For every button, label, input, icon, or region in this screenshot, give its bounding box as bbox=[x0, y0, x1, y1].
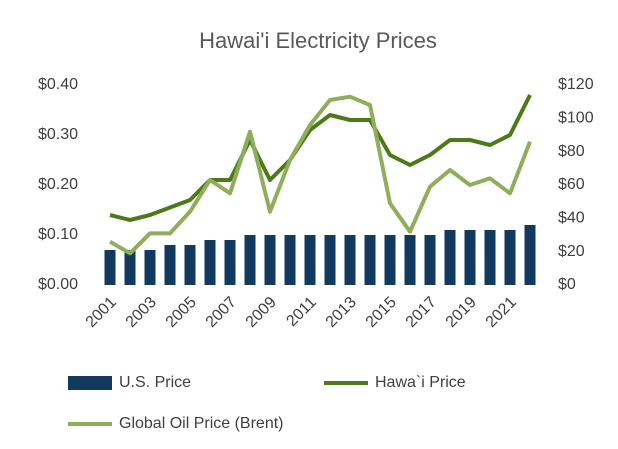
y2-tick-label: $100 bbox=[558, 110, 594, 127]
bar bbox=[344, 235, 356, 285]
legend-label: U.S. Price bbox=[119, 374, 191, 391]
bar bbox=[164, 245, 176, 285]
line bbox=[108, 94, 532, 256]
y-tick-label: $0.00 bbox=[38, 276, 78, 293]
line bbox=[109, 94, 532, 222]
y-tick-label: $0.40 bbox=[38, 76, 78, 93]
bar bbox=[124, 250, 136, 285]
y2-tick-label: $80 bbox=[558, 143, 585, 160]
bar bbox=[244, 235, 256, 285]
bar bbox=[444, 230, 456, 285]
bar bbox=[264, 235, 276, 285]
y-tick-label: $0.20 bbox=[38, 176, 78, 193]
legend-label: Hawa`i Price bbox=[375, 374, 466, 391]
bar bbox=[144, 250, 156, 285]
y-tick-label: $0.30 bbox=[38, 126, 78, 143]
y2-tick-label: $60 bbox=[558, 176, 585, 193]
bar bbox=[204, 240, 216, 285]
bar bbox=[284, 235, 296, 285]
legend-label: Global Oil Price (Brent) bbox=[119, 415, 284, 432]
y2-tick-label: $0 bbox=[558, 276, 576, 293]
bar bbox=[224, 240, 236, 285]
y2-tick-label: $20 bbox=[558, 243, 585, 260]
bar bbox=[524, 225, 536, 285]
bar bbox=[304, 235, 316, 285]
bar bbox=[364, 235, 376, 285]
bar bbox=[384, 235, 396, 285]
y2-tick-label: $40 bbox=[558, 210, 585, 227]
bar bbox=[324, 235, 336, 285]
legend-swatch bbox=[68, 376, 112, 390]
bar bbox=[504, 230, 516, 285]
chart-title: Hawai'i Electricity Prices bbox=[199, 28, 437, 53]
y-tick-label: $0.10 bbox=[38, 226, 78, 243]
bar bbox=[464, 230, 476, 285]
y2-tick-label: $120 bbox=[558, 76, 594, 93]
bar bbox=[104, 250, 116, 285]
bar bbox=[404, 235, 416, 285]
bar bbox=[424, 235, 436, 285]
bar bbox=[184, 245, 196, 285]
bar bbox=[484, 230, 496, 285]
